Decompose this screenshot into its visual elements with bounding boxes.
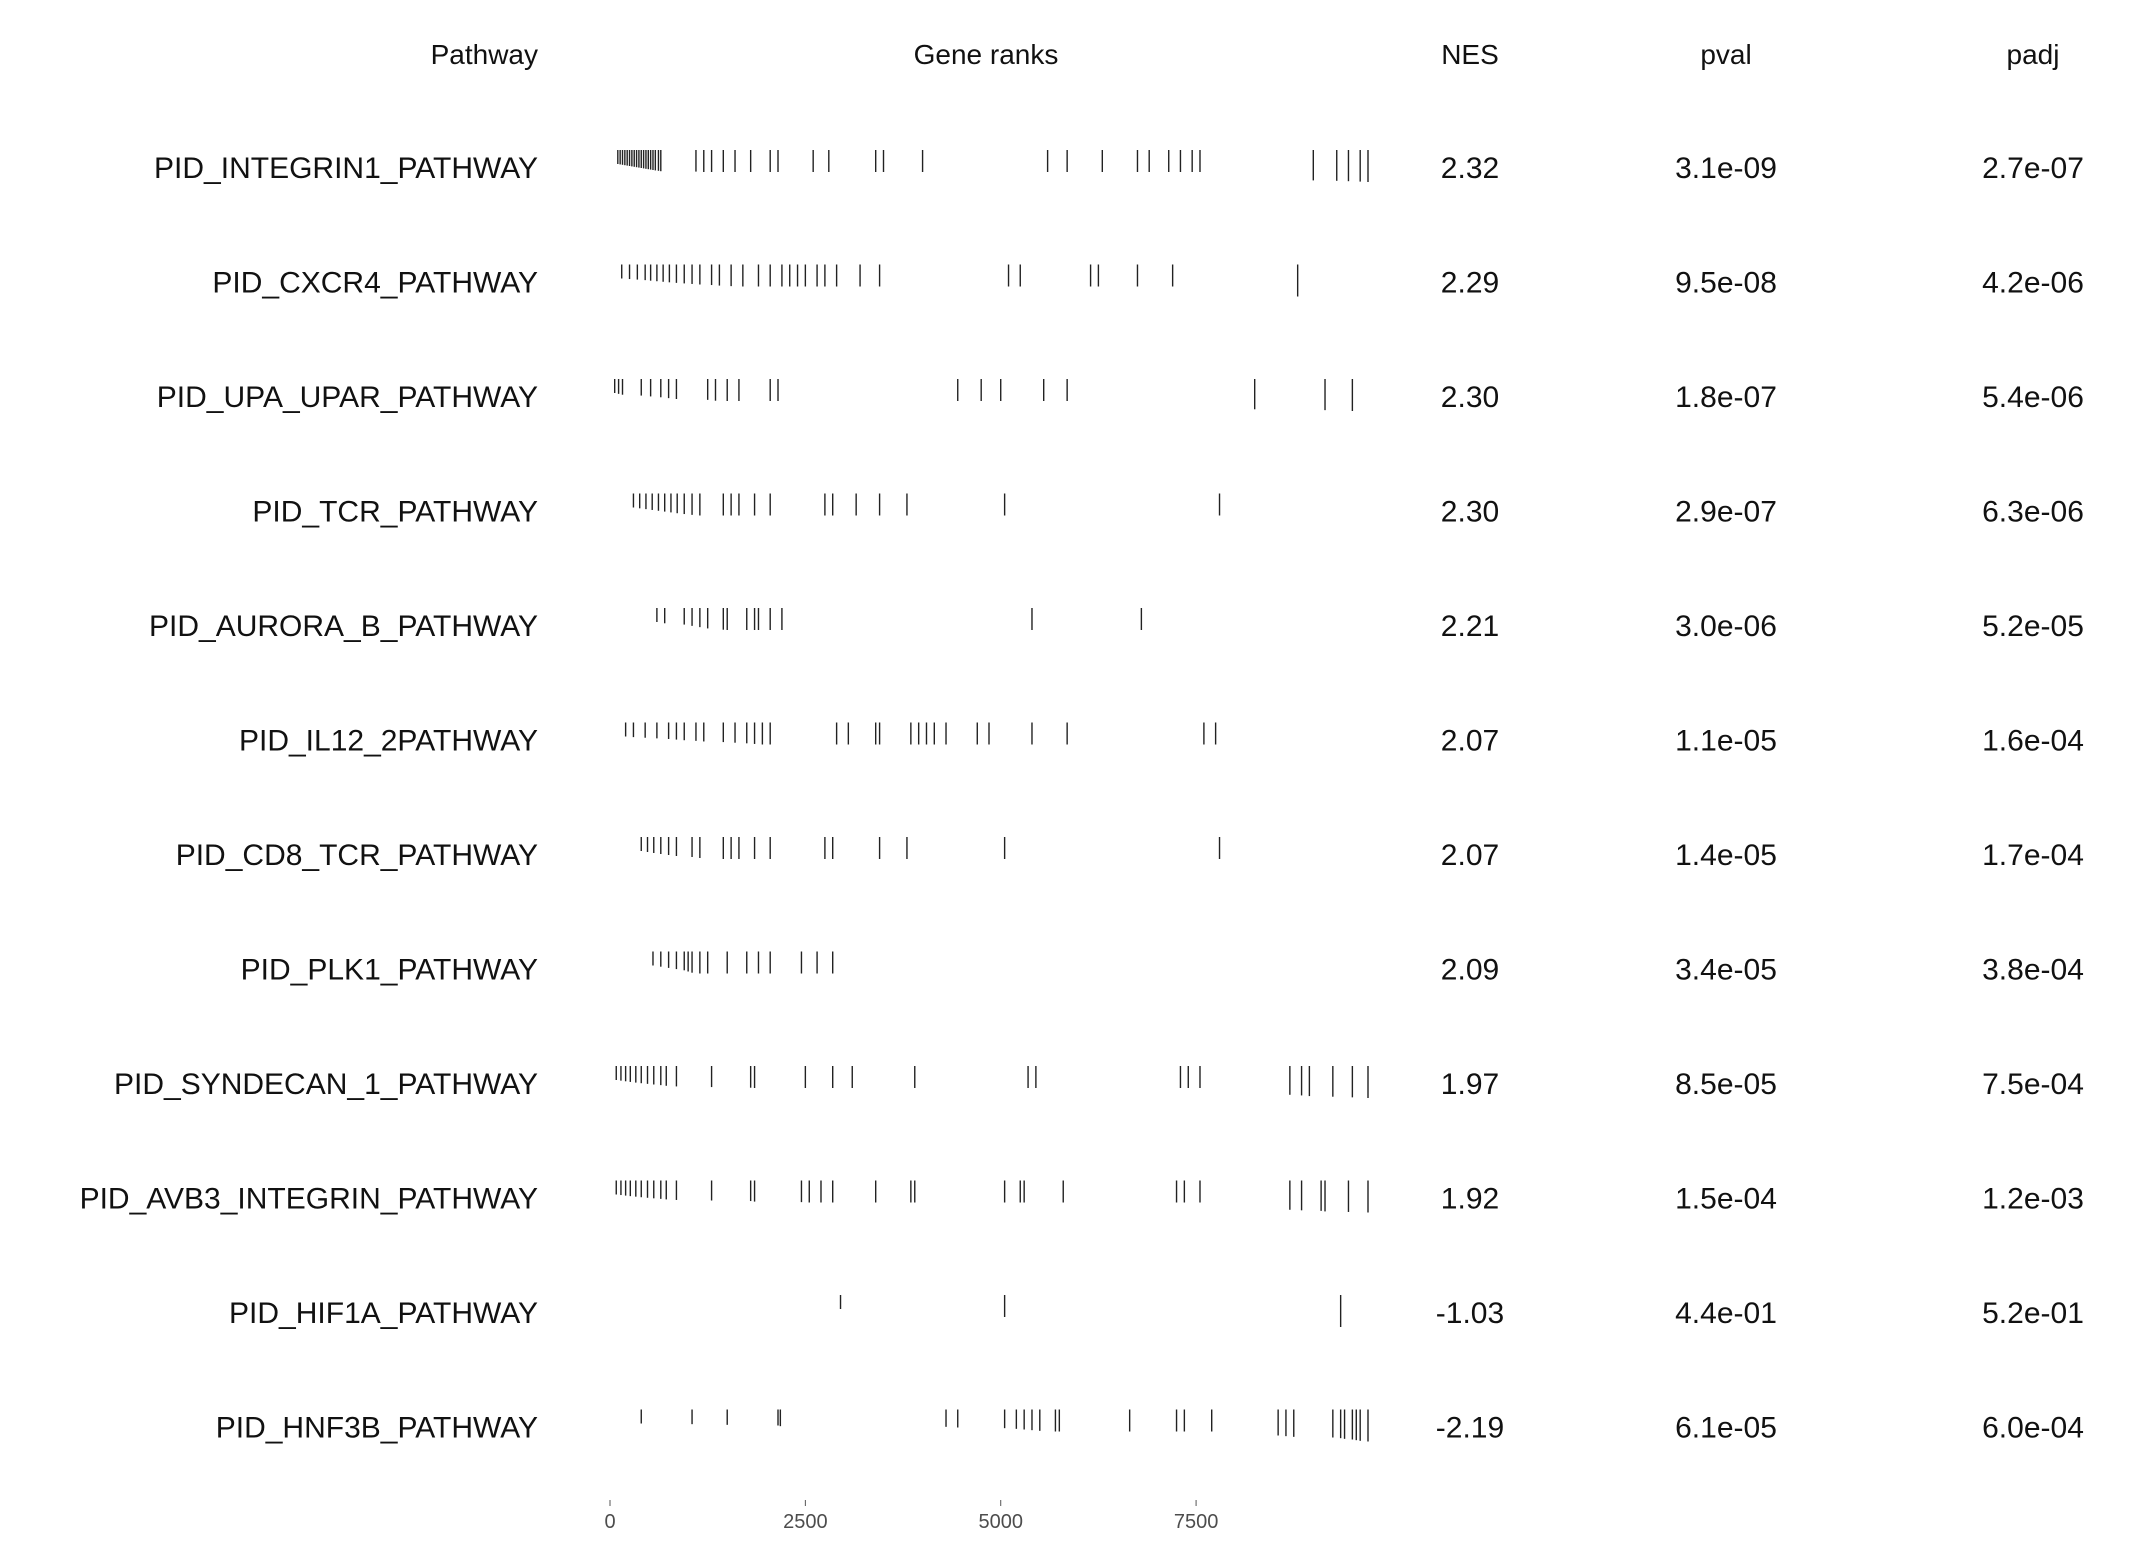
pathway-name: PID_PLK1_PATHWAY xyxy=(241,954,538,987)
padj-value: 3.8e-04 xyxy=(1982,954,2084,987)
table-row: PID_AVB3_INTEGRIN_PATHWAY 1.92 1.5e-04 1.2e… xyxy=(80,1180,2084,1216)
x-axis: 0 2500 5000 7500 xyxy=(604,1500,1218,1533)
pathway-name: PID_TCR_PATHWAY xyxy=(252,496,538,529)
padj-value: 6.3e-06 xyxy=(1982,496,2084,529)
nes-value: 2.30 xyxy=(1441,381,1499,414)
table-row: PID_TCR_PATHWAY 2.30 2.9e-07 6.3e-06 xyxy=(252,493,2084,529)
pval-value: 6.1e-05 xyxy=(1675,1412,1777,1445)
header-padj: padj xyxy=(2007,39,2060,70)
table-row: PID_CD8_TCR_PATHWAY 2.07 1.4e-05 1.7e-04 xyxy=(176,837,2084,872)
header-nes: NES xyxy=(1441,39,1499,70)
table-row: PID_IL12_2PATHWAY 2.07 1.1e-05 1.6e-04 xyxy=(239,722,2084,758)
nes-value: 2.07 xyxy=(1441,725,1499,758)
pval-value: 4.4e-01 xyxy=(1675,1297,1777,1330)
table-row: PID_AURORA_B_PATHWAY 2.21 3.0e-06 5.2e-05 xyxy=(149,608,2084,643)
x-tick-label: 0 xyxy=(604,1511,615,1533)
nes-value: 2.09 xyxy=(1441,954,1499,987)
header-gene-ranks: Gene ranks xyxy=(914,39,1059,70)
nes-value: 2.21 xyxy=(1441,610,1499,643)
pathway-name: PID_UPA_UPAR_PATHWAY xyxy=(157,381,538,414)
pval-value: 1.8e-07 xyxy=(1675,381,1777,414)
pval-value: 1.4e-05 xyxy=(1675,839,1777,872)
pval-value: 1.5e-04 xyxy=(1675,1183,1777,1216)
table-row: PID_HNF3B_PATHWAY -2.19 6.1e-05 6.0e-04 xyxy=(216,1409,2084,1445)
nes-value: -1.03 xyxy=(1436,1297,1504,1330)
pval-value: 8.5e-05 xyxy=(1675,1068,1777,1101)
nes-value: -2.19 xyxy=(1436,1412,1504,1445)
header-pathway: Pathway xyxy=(431,39,538,70)
table-row: PID_HIF1A_PATHWAY -1.03 4.4e-01 5.2e-01 xyxy=(229,1295,2084,1330)
table-row: PID_CXCR4_PATHWAY 2.29 9.5e-08 4.2e-06 xyxy=(212,264,2084,300)
padj-value: 1.2e-03 xyxy=(1982,1183,2084,1216)
pathway-name: PID_CD8_TCR_PATHWAY xyxy=(176,839,538,872)
pval-value: 3.1e-09 xyxy=(1675,152,1777,185)
pathway-name: PID_INTEGRIN1_PATHWAY xyxy=(154,152,538,185)
pathway-name: PID_AVB3_INTEGRIN_PATHWAY xyxy=(80,1183,538,1216)
pval-value: 3.0e-06 xyxy=(1675,610,1777,643)
pval-value: 1.1e-05 xyxy=(1675,725,1777,758)
nes-value: 2.32 xyxy=(1441,152,1499,185)
padj-value: 7.5e-04 xyxy=(1982,1068,2084,1101)
padj-value: 6.0e-04 xyxy=(1982,1412,2084,1445)
padj-value: 5.2e-05 xyxy=(1982,610,2084,643)
header-pval: pval xyxy=(1700,39,1751,70)
pathway-name: PID_HIF1A_PATHWAY xyxy=(229,1297,538,1330)
padj-value: 2.7e-07 xyxy=(1982,152,2084,185)
padj-value: 5.2e-01 xyxy=(1982,1297,2084,1330)
pval-value: 2.9e-07 xyxy=(1675,496,1777,529)
nes-value: 1.92 xyxy=(1441,1183,1499,1216)
padj-value: 4.2e-06 xyxy=(1982,267,2084,300)
nes-value: 1.97 xyxy=(1441,1068,1499,1101)
table-row: PID_INTEGRIN1_PATHWAY 2.32 3.1e-09 2.7e-07 xyxy=(154,150,2084,185)
pathway-name: PID_AURORA_B_PATHWAY xyxy=(149,610,538,643)
pathway-name: PID_HNF3B_PATHWAY xyxy=(216,1412,538,1445)
pval-value: 9.5e-08 xyxy=(1675,267,1777,300)
x-tick-label: 5000 xyxy=(978,1511,1023,1533)
x-tick-label: 7500 xyxy=(1174,1511,1219,1533)
padj-value: 1.7e-04 xyxy=(1982,839,2084,872)
table-row: PID_SYNDECAN_1_PATHWAY 1.97 8.5e-05 7.5e-04 xyxy=(114,1066,2084,1101)
x-tick-label: 2500 xyxy=(783,1511,828,1533)
nes-value: 2.07 xyxy=(1441,839,1499,872)
pathway-name: PID_CXCR4_PATHWAY xyxy=(212,267,538,300)
padj-value: 1.6e-04 xyxy=(1982,725,2084,758)
pathway-name: PID_SYNDECAN_1_PATHWAY xyxy=(114,1068,538,1101)
nes-value: 2.29 xyxy=(1441,267,1499,300)
table-row: PID_UPA_UPAR_PATHWAY 2.30 1.8e-07 5.4e-06 xyxy=(157,379,2084,414)
padj-value: 5.4e-06 xyxy=(1982,381,2084,414)
table-row: PID_PLK1_PATHWAY 2.09 3.4e-05 3.8e-04 xyxy=(241,951,2084,987)
nes-value: 2.30 xyxy=(1441,496,1499,529)
pathway-name: PID_IL12_2PATHWAY xyxy=(239,725,538,758)
pathway-rows: PID_INTEGRIN1_PATHWAY 2.32 3.1e-09 2.7e-07P… xyxy=(80,150,2084,1445)
pval-value: 3.4e-05 xyxy=(1675,954,1777,987)
